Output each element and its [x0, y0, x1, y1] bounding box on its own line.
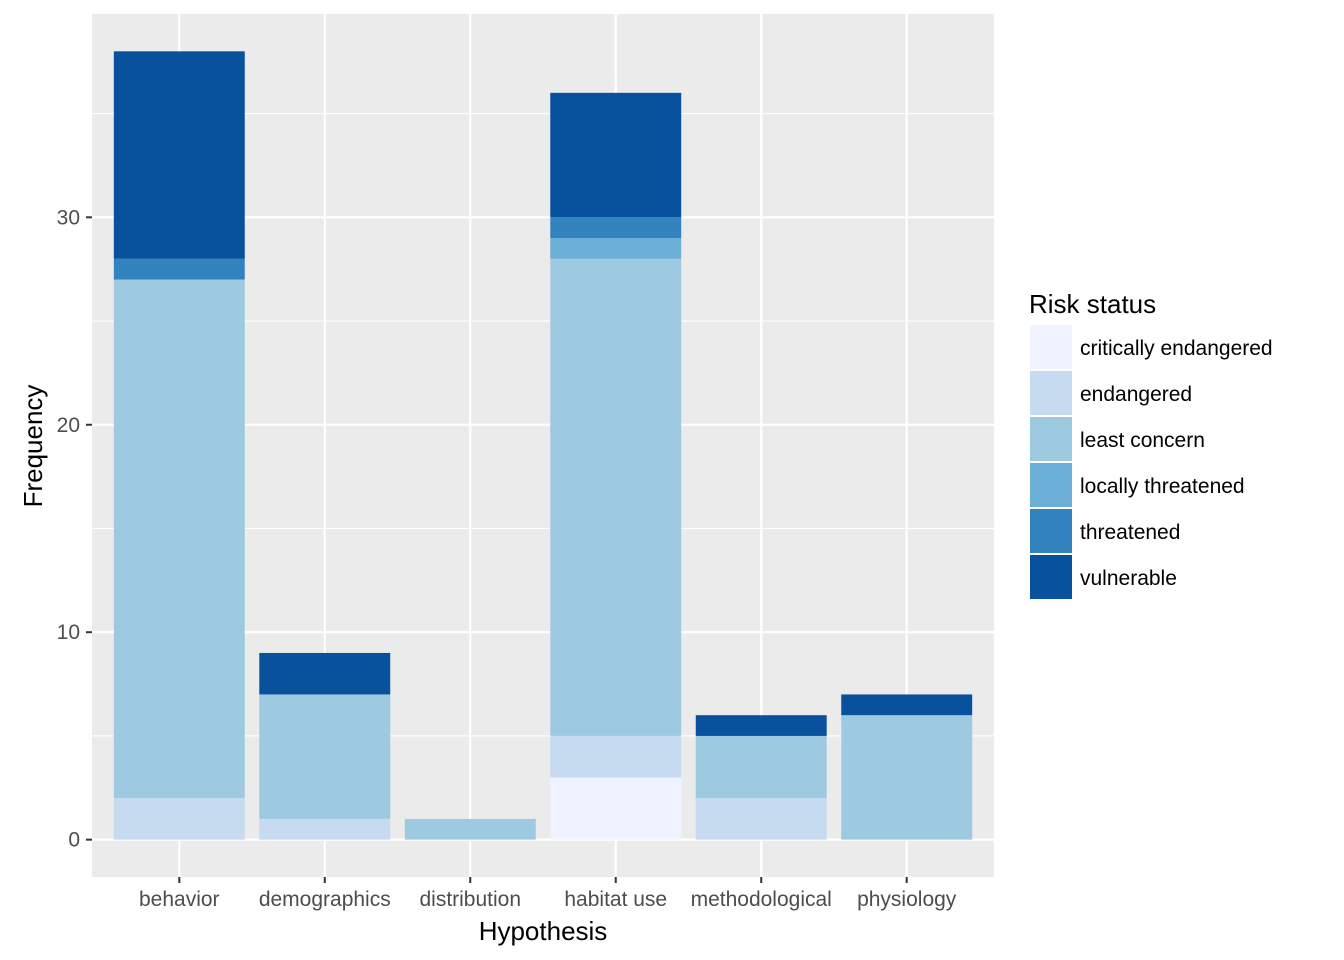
x-tick-label: demographics [259, 888, 391, 911]
legend-key [1030, 325, 1072, 369]
x-tick-label: physiology [857, 888, 957, 911]
y-tick-label: 0 [68, 829, 80, 852]
bar-segment [404, 818, 536, 840]
bar-segment [695, 715, 827, 736]
y-tick-label: 10 [57, 621, 80, 644]
legend-title: Risk status [1029, 289, 1156, 319]
bar-segment [695, 798, 827, 840]
legend-label: least concern [1080, 429, 1205, 452]
bar-segment [550, 92, 682, 218]
x-axis: behavior demographics distribution habitat … [139, 877, 957, 911]
legend-key [1030, 417, 1072, 461]
y-tick-label: 30 [57, 206, 80, 229]
bar-segment [841, 694, 973, 716]
bar-segment [841, 715, 973, 840]
legend-label: threatened [1080, 521, 1180, 544]
bar-segment [550, 735, 682, 778]
x-tick-label: behavior [139, 888, 220, 911]
bar-segment [550, 777, 682, 840]
legend-label: endangered [1080, 383, 1192, 406]
legend-key [1030, 555, 1072, 599]
legend-label: locally threatened [1080, 475, 1245, 498]
bar-segment [259, 694, 391, 819]
legend-label: vulnerable [1080, 567, 1177, 590]
legend-key [1030, 463, 1072, 507]
x-axis-title: Hypothesis [479, 916, 608, 946]
x-tick-label: habitat use [564, 888, 667, 911]
bar-segment [113, 258, 245, 280]
bar-segment [259, 818, 391, 840]
x-tick-label: methodological [691, 888, 832, 911]
bar-segment [550, 217, 682, 239]
legend-key [1030, 509, 1072, 553]
bars [113, 51, 973, 840]
bar-segment [550, 238, 682, 259]
legend: Risk status critically endangered endange… [1029, 289, 1273, 599]
legend-key [1030, 371, 1072, 415]
y-tick-label: 20 [57, 414, 80, 437]
bar-segment [695, 735, 827, 799]
bar-segment [113, 51, 245, 259]
bar-segment [113, 279, 245, 799]
bar-segment [113, 798, 245, 840]
legend-label: critically endangered [1080, 337, 1273, 360]
bar-segment [550, 258, 682, 736]
y-axis-title: Frequency [18, 385, 48, 508]
y-axis: 0 10 20 30 [57, 206, 92, 852]
x-tick-label: distribution [419, 888, 521, 911]
bar-segment [259, 652, 391, 695]
